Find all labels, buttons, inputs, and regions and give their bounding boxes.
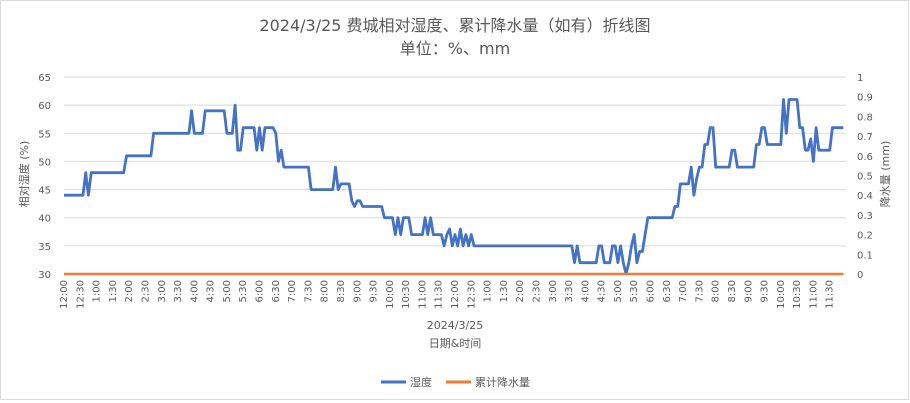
x-tick-label: 9:00	[743, 280, 754, 302]
x-tick-label: 11:00	[808, 280, 819, 309]
x-tick-label: 7:30	[303, 280, 314, 302]
left-axis-ticks: 30 35 40 45 50 55 60 65	[38, 73, 51, 281]
y-right-tick-label: 0.5	[857, 172, 873, 183]
x-tick-label: 4:30	[206, 280, 217, 302]
y-right-tick-label: 0.1	[857, 250, 873, 261]
y-left-tick-label: 55	[38, 129, 51, 140]
x-tick-label: 10:00	[385, 280, 396, 309]
x-tick-label: 5:30	[629, 280, 640, 302]
y-right-tick-label: 0.8	[857, 112, 873, 123]
x-tick-label: 1:00	[483, 280, 494, 302]
x-tick-label: 9:30	[369, 280, 380, 302]
y-right-tick-label: 0.6	[857, 152, 873, 163]
x-tick-label: 5:30	[238, 280, 249, 302]
x-tick-label: 2:30	[140, 280, 151, 302]
x-tick-label: 11:00	[417, 280, 428, 309]
y-axis-right-title: 降水量 (mm)	[878, 141, 892, 208]
y-left-tick-label: 60	[38, 101, 51, 112]
y-axis-left-title: 相对湿度 (%)	[17, 141, 31, 208]
y-left-tick-label: 40	[38, 214, 51, 225]
x-tick-label: 7:00	[678, 280, 689, 302]
y-left-tick-label: 30	[38, 270, 51, 281]
y-left-tick-label: 50	[38, 157, 51, 168]
x-tick-label: 9:30	[760, 280, 771, 302]
x-tick-label: 1:30	[499, 280, 510, 302]
x-tick-label: 11:30	[434, 280, 445, 309]
x-tick-label: 3:30	[173, 280, 184, 302]
series-layer	[64, 98, 844, 276]
y-right-tick-label: 0.4	[857, 191, 873, 202]
x-tick-label: 3:30	[564, 280, 575, 302]
x-tick-label: 2:00	[124, 280, 135, 302]
x-tick-label: 2:00	[515, 280, 526, 302]
x-tick-label: 8:30	[336, 280, 347, 302]
legend-label-humidity: 湿度	[410, 375, 432, 389]
x-tick-label: 8:00	[320, 280, 331, 302]
x-tick-label: 5:00	[222, 280, 233, 302]
x-tick-label: 10:30	[401, 280, 412, 309]
chart-subtitle: 单位：%、mm	[400, 39, 510, 58]
grid-lines	[64, 76, 846, 275]
y-right-tick-label: 0.3	[857, 211, 873, 222]
x-tick-label: 9:00	[352, 280, 363, 302]
y-left-tick-label: 65	[38, 73, 51, 84]
x-tick-label: 6:30	[662, 280, 673, 302]
chart-title: 2024/3/25 费城相对湿度、累计降水量（如有）折线图	[259, 16, 650, 35]
x-tick-label: 10:30	[792, 280, 803, 309]
y-right-tick-label: 0.9	[857, 93, 873, 104]
x-tick-label: 10:00	[776, 280, 787, 309]
legend-label-precip: 累计降水量	[475, 375, 530, 389]
x-tick-label: 6:00	[646, 280, 657, 302]
x-tick-label: 12:00	[450, 280, 461, 309]
x-tick-label: 4:30	[597, 280, 608, 302]
x-tick-label: 1:00	[92, 280, 103, 302]
x-tick-label: 6:30	[271, 280, 282, 302]
y-right-tick-label: 1	[857, 73, 863, 84]
x-tick-label: 4:00	[189, 280, 200, 302]
y-left-tick-label: 45	[38, 186, 51, 197]
x-tick-label: 8:00	[711, 280, 722, 302]
x-tick-label: 3:00	[548, 280, 559, 302]
x-tick-label: 12:30	[75, 280, 86, 309]
y-right-tick-label: 0.2	[857, 231, 873, 242]
y-left-tick-label: 35	[38, 242, 51, 253]
y-right-tick-label: 0.7	[857, 132, 873, 143]
x-tick-label: 5:00	[613, 280, 624, 302]
x-tick-label: 12:00	[59, 280, 70, 309]
series-line-humidity	[64, 98, 844, 276]
x-tick-label: 1:30	[108, 280, 119, 302]
x-tick-label: 7:00	[287, 280, 298, 302]
x-tick-label: 2:30	[531, 280, 542, 302]
legend: 湿度 累计降水量	[381, 375, 530, 389]
x-tick-label: 8:30	[727, 280, 738, 302]
y-right-tick-label: 0	[857, 270, 863, 281]
x-axis-ticks: 12:00 12:30 1:00 1:30 2:00 2:30 3:00 3:30 4:00 4:…	[59, 280, 836, 309]
x-tick-label: 6:00	[255, 280, 266, 302]
x-axis-title: 日期&时间	[429, 337, 482, 350]
x-tick-label: 4:00	[580, 280, 591, 302]
x-date-label: 2024/3/25	[427, 319, 483, 332]
x-tick-label: 11:30	[825, 280, 836, 309]
right-axis-ticks: 0 0.1 0.2 0.3 0.4 0.5 0.6 0.7 0.8 0.9 1	[857, 73, 873, 281]
x-tick-label: 12:30	[466, 280, 477, 309]
x-tick-label: 3:00	[157, 280, 168, 302]
x-tick-label: 7:30	[694, 280, 705, 302]
